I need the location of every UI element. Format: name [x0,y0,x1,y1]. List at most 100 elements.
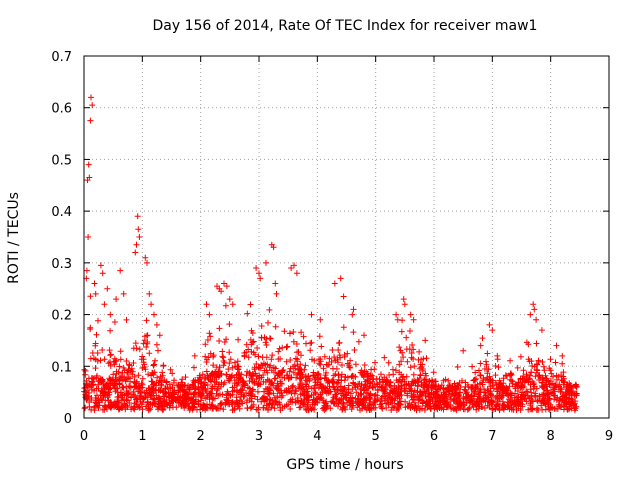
data-point [410,346,417,353]
data-point [423,372,430,379]
data-point [323,390,330,397]
data-point [117,389,124,396]
data-point [535,357,542,364]
data-point [247,336,254,343]
data-point [179,394,186,400]
data-point [489,406,496,413]
data-point [426,393,433,400]
data-point [504,404,511,411]
data-point [92,403,98,410]
data-point [336,398,343,405]
data-point [559,352,566,359]
data-point [223,336,230,343]
data-point [403,334,410,341]
data-point [314,381,321,388]
data-point [270,244,277,251]
data-point [527,400,534,407]
data-point [363,371,370,378]
data-point [297,369,304,375]
data-point [306,377,313,384]
data-point [514,364,521,371]
data-point [460,394,467,400]
data-point [254,388,261,395]
data-point [261,398,268,405]
data-point [357,407,363,414]
data-point [223,396,230,403]
data-point [303,383,310,390]
data-point [105,397,112,404]
data-point [182,374,189,381]
data-point [82,391,89,398]
data-point [251,393,258,400]
data-point [317,391,324,398]
y-tick-label: 0.2 [51,309,72,324]
data-point [206,330,213,337]
data-point [486,321,493,328]
data-point [203,388,210,395]
data-point [154,374,161,381]
data-point [486,390,493,397]
data-point [146,350,153,357]
data-point [556,398,563,404]
data-point [328,359,335,365]
data-point [163,378,170,385]
data-point [107,351,114,358]
data-point [418,356,425,363]
data-point [294,371,301,378]
grid [84,56,609,418]
data-point [305,373,312,379]
data-point [85,384,92,390]
data-point [294,363,301,369]
data-point [245,354,252,361]
data-point [311,401,318,408]
data-point [334,356,341,363]
data-point [361,386,368,393]
data-point [401,301,408,308]
data-point [271,405,278,412]
data-point [400,296,407,303]
data-point [361,362,368,368]
data-point [573,392,580,399]
data-point [110,371,117,378]
data-point [531,363,538,370]
data-point [375,386,382,393]
data-point [147,406,154,413]
data-point [191,364,197,371]
data-point [415,403,422,410]
data-point [381,390,388,397]
data-point [287,406,294,412]
data-point [107,377,114,384]
data-point [502,372,509,379]
data-point [179,376,186,383]
data-point [521,378,528,385]
data-point [122,376,129,383]
data-point [525,356,532,363]
data-point [137,388,144,395]
data-point [181,394,188,401]
data-point [169,389,176,396]
data-point [327,388,334,395]
data-point [150,390,157,397]
data-point [329,398,336,404]
data-point [215,374,222,380]
data-point [310,396,317,403]
data-point [298,329,305,336]
data-point [463,390,470,397]
data-point [333,380,340,387]
data-point [344,399,351,406]
data-point [389,400,396,407]
data-point [358,367,365,374]
data-point [107,327,114,334]
data-point [249,386,256,393]
data-point [419,361,426,368]
y-tick-label: 0.5 [51,153,72,168]
data-point [430,382,437,389]
data-point [310,372,317,379]
data-point [532,373,539,380]
data-point [116,363,123,370]
y-axis-label: ROTI / TECUs [6,192,22,284]
data-point [335,359,341,366]
data-point [115,406,122,413]
data-point [252,351,259,358]
